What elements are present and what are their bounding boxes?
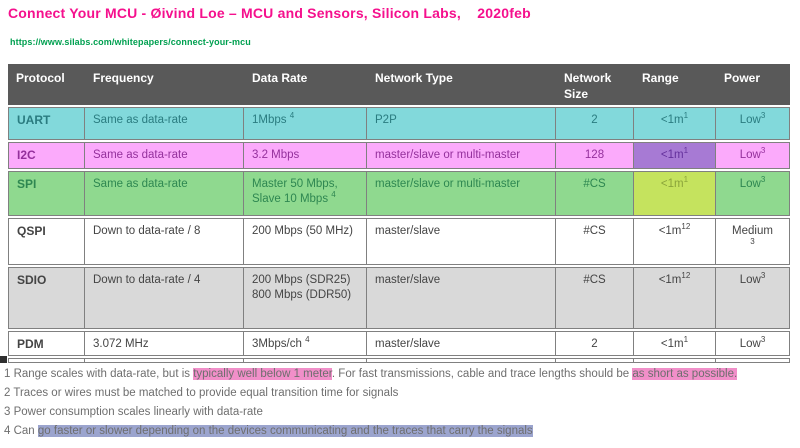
table-cell: 200 Mbps (SDR25) 800 Mbps (DDR50) [244,267,367,329]
table-cell: 2 [556,331,634,356]
column-header: Frequency [85,64,244,105]
table-cell: master/slave or multi-master [367,142,556,169]
clipped-table-row [8,357,790,363]
table-cell: Same as data-rate [85,142,244,169]
table-cell [8,357,85,363]
table-cell [244,357,367,363]
table-cell: Low3 [716,331,790,356]
table-cell: #CS [556,218,634,265]
footnote: 4 Can go faster or slower depending on t… [4,422,796,441]
table-cell: #CS [556,171,634,216]
table-cell: 3.072 MHz [85,331,244,356]
footnotes: 1 Range scales with data-rate, but is ty… [4,365,796,441]
table-corner-handle [0,356,7,363]
whitepaper-link[interactable]: https://www.silabs.com/whitepapers/conne… [10,37,251,47]
footnote: 3 Power consumption scales linearly with… [4,403,796,422]
protocol-cell: QSPI [8,218,85,265]
column-header: Range [634,64,716,105]
table-cell [634,357,716,363]
table-cell [85,357,244,363]
table-cell [716,357,790,363]
protocol-cell: SDIO [8,267,85,329]
table-body: UART Same as data-rate 1Mbps 4 P2P 2 <1m1 Low3… [8,107,790,363]
table-cell: Low3 [716,267,790,329]
table-cell: 2 [556,107,634,140]
column-header: Network Type [367,64,556,105]
page-title: Connect Your MCU - Øivind Loe – MCU and … [8,5,531,21]
table-cell: master/slave or multi-master [367,171,556,216]
protocol-cell: PDM [8,331,85,356]
footnote-text: 4 Can [4,425,38,437]
table-cell: <1m12 [634,267,716,329]
table-row: QSPI Down to data-rate / 8 200 Mbps (50 MH… [8,218,790,265]
protocol-cell: UART [8,107,85,140]
table-cell: Same as data-rate [85,107,244,140]
table-cell: Medium 3 [716,218,790,265]
table-cell: Low3 [716,107,790,140]
table-cell [556,357,634,363]
table-row: UART Same as data-rate 1Mbps 4 P2P 2 <1m1 Low3 [8,107,790,140]
table-cell: Down to data-rate / 8 [85,218,244,265]
highlight-pink: typically well below 1 meter [193,368,332,380]
table-cell [367,357,556,363]
table-cell: Low3 [716,142,790,169]
table-header-row: Protocol Frequency Data Rate Network Type Ne… [8,64,790,105]
table-cell: <1m1 [634,142,716,169]
protocol-comparison-table: Protocol Frequency Data Rate Network Type Ne… [8,62,790,365]
footnote: 1 Range scales with data-rate, but is ty… [4,365,796,384]
table-cell: master/slave [367,218,556,265]
table-cell: P2P [367,107,556,140]
table-cell: Low3 [716,171,790,216]
highlight-blue: go faster or slower depending on the dev… [37,425,533,437]
table-cell: 3.2 Mbps [244,142,367,169]
table-row: SPI Same as data-rate Master 50 Mbps, Slave… [8,171,790,216]
table-cell: <1m12 [634,218,716,265]
table-header: Protocol Frequency Data Rate Network Type Ne… [8,64,790,105]
table-cell: Master 50 Mbps, Slave 10 Mbps 4 [244,171,367,216]
table-row: SDIO Down to data-rate / 4 200 Mbps (SDR25… [8,267,790,329]
table-cell: 3Mbps/ch 4 [244,331,367,356]
table-row: PDM 3.072 MHz 3Mbps/ch 4 master/slave 2 <1m1 L… [8,331,790,356]
protocol-cell: I2C [8,142,85,169]
highlight-pink: as short as possible. [632,368,738,380]
table-cell: 1Mbps 4 [244,107,367,140]
table-row: I2C Same as data-rate 3.2 Mbps master/slave… [8,142,790,169]
column-header: Network Size [556,64,634,105]
footnote-text: 1 Range scales with data-rate, but is [4,368,194,380]
table-cell: <1m1 [634,331,716,356]
column-header: Power [716,64,790,105]
table-cell: Same as data-rate [85,171,244,216]
footnote-text: 3 Power consumption scales linearly with… [4,406,263,418]
table-cell: #CS [556,267,634,329]
table-cell: 200 Mbps (50 MHz) [244,218,367,265]
table-cell: master/slave [367,267,556,329]
footnote-text: . For fast transmissions, cable and trac… [331,368,633,380]
table-cell: <1m1 [634,171,716,216]
table-cell: 128 [556,142,634,169]
table-cell: <1m1 [634,107,716,140]
table-cell: master/slave [367,331,556,356]
column-header: Protocol [8,64,85,105]
footnote-text: 2 Traces or wires must be matched to pro… [4,387,399,399]
column-header: Data Rate [244,64,367,105]
footnote: 2 Traces or wires must be matched to pro… [4,384,796,403]
protocol-cell: SPI [8,171,85,216]
table-cell: Down to data-rate / 4 [85,267,244,329]
